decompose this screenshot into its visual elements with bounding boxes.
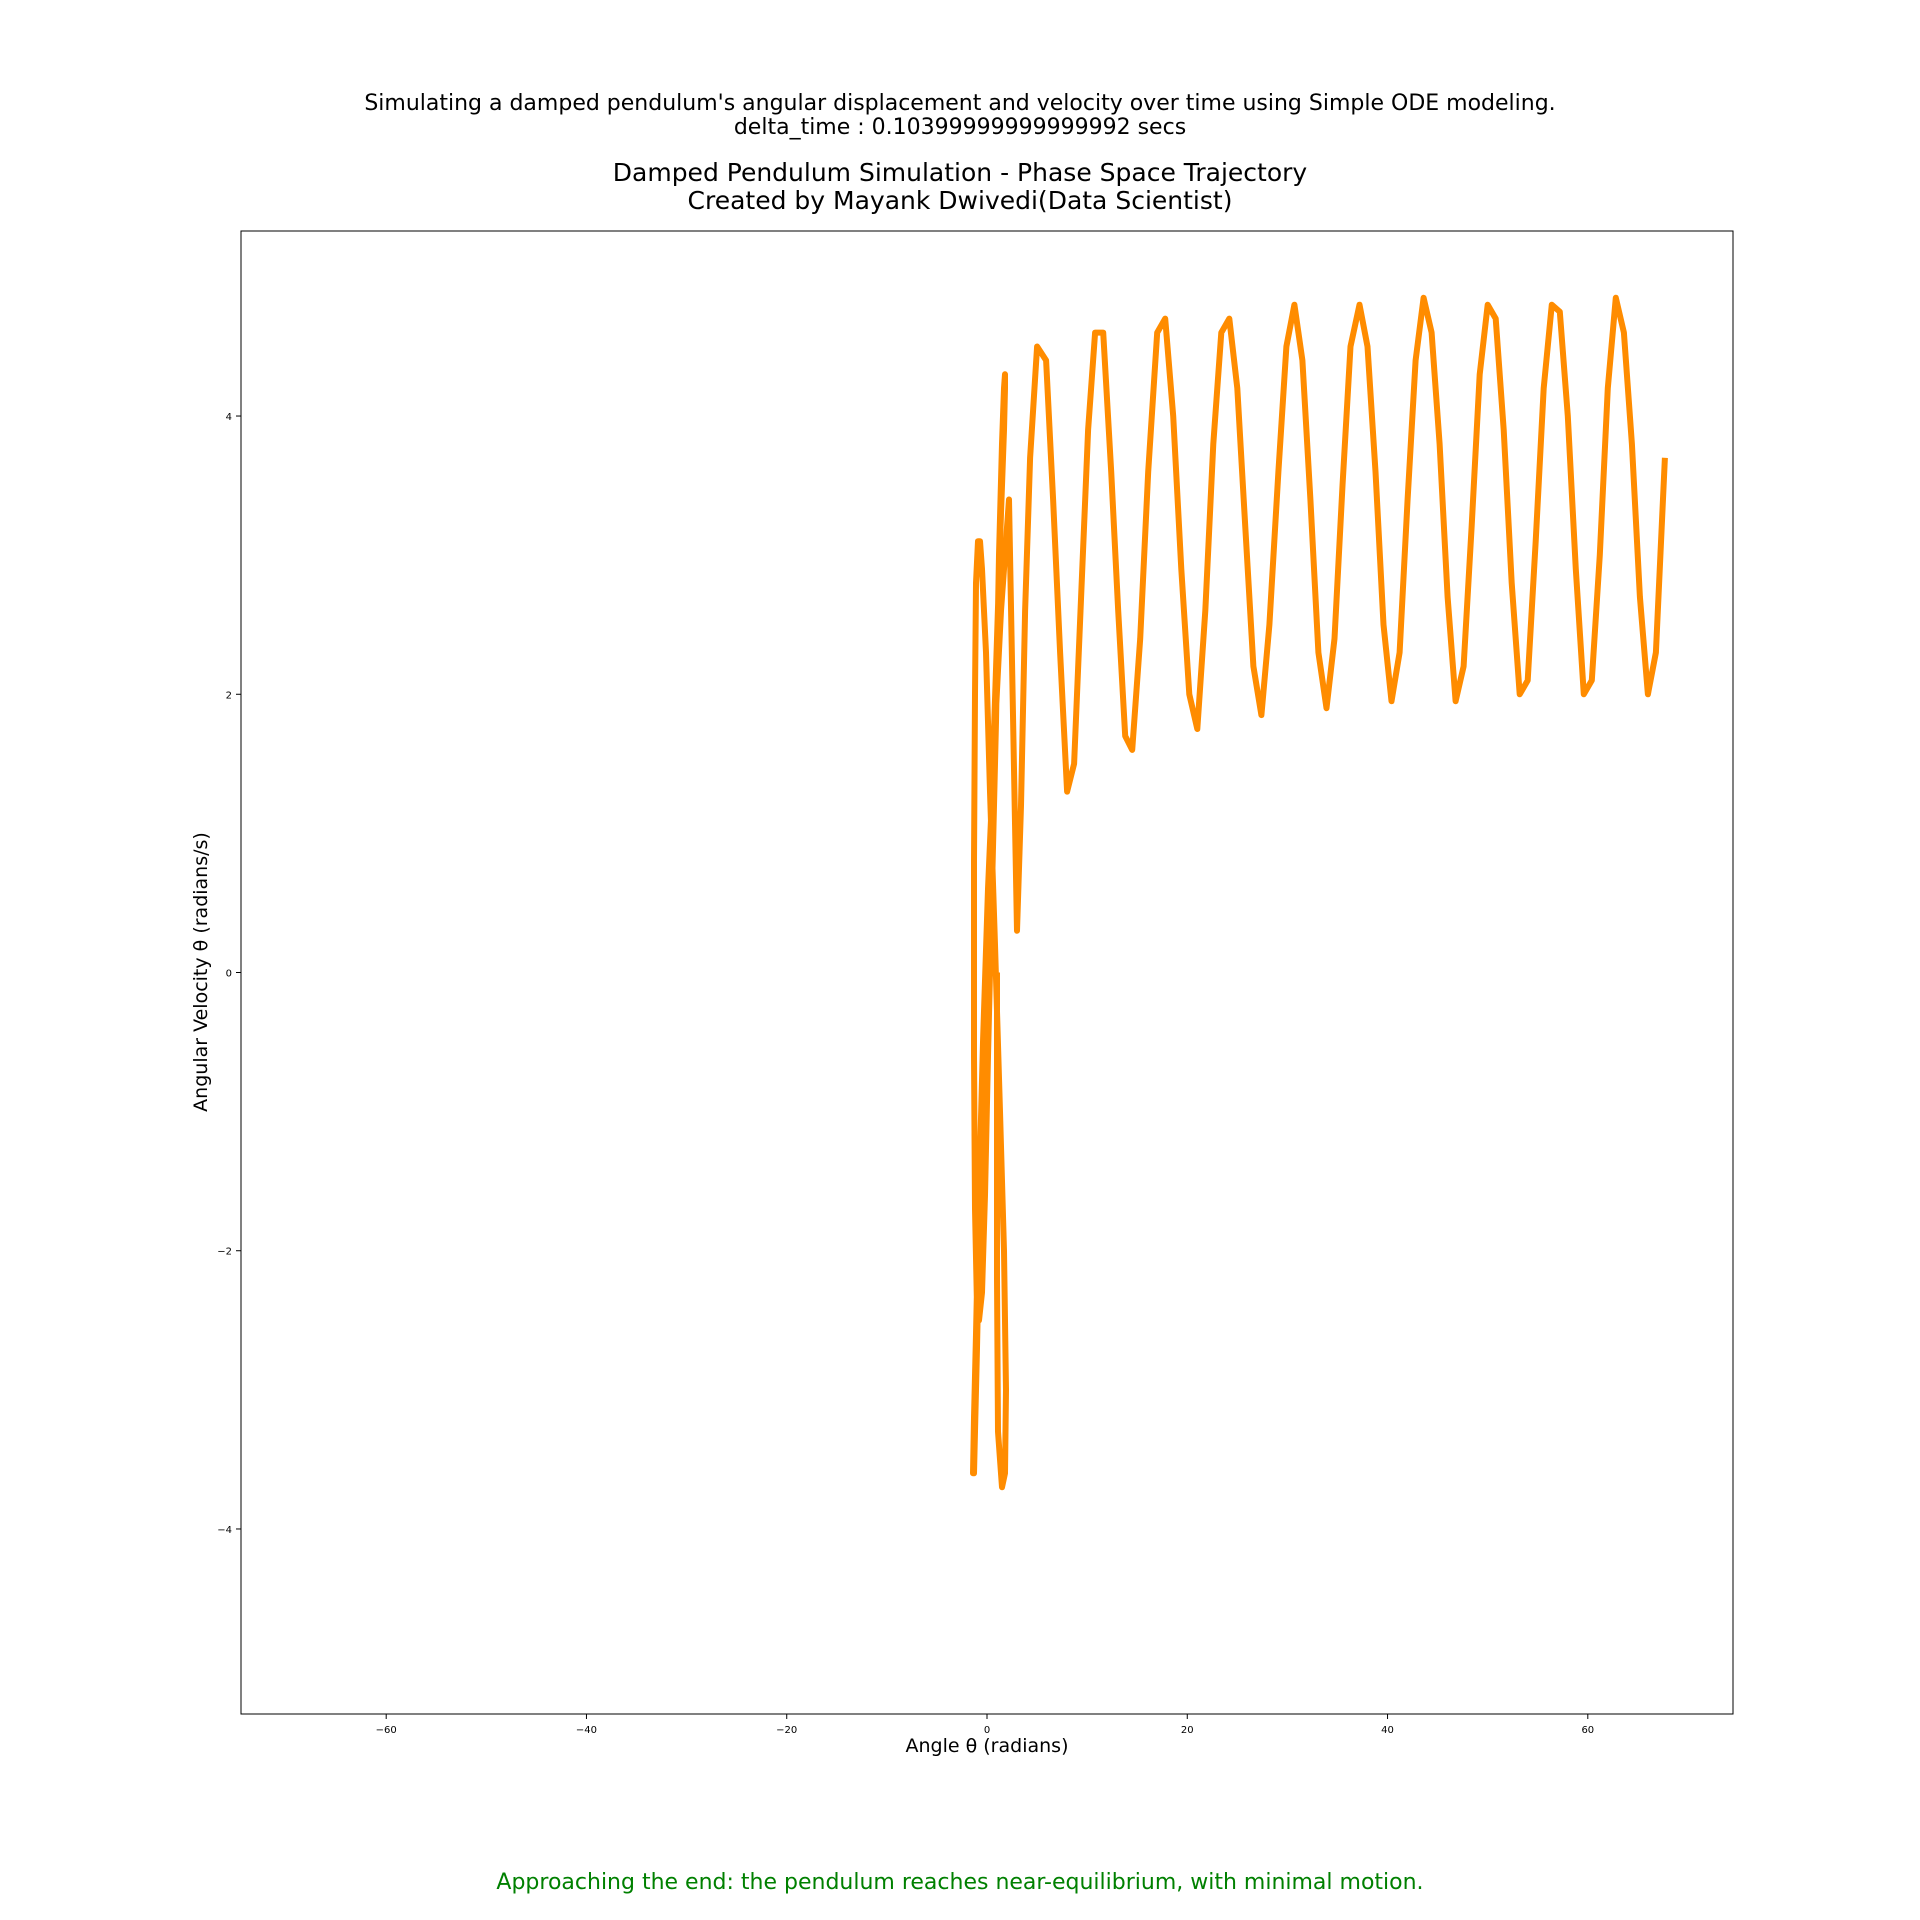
x-tick-label: 20 — [1181, 1725, 1194, 1736]
y-tick-label: 0 — [226, 969, 232, 980]
y-axis-ticks: −4 −2 0 2 4 — [217, 412, 241, 1536]
y-axis-label: Angular Velocity θ (radians/s) — [190, 832, 212, 1112]
y-tick-label: −2 — [217, 1247, 232, 1258]
y-tick-label: −4 — [217, 1525, 232, 1536]
suptitle-line-2: delta_time : 0.10399999999999992 secs — [733, 115, 1187, 140]
y-tick-label: 2 — [226, 690, 232, 701]
x-tick-label: −20 — [776, 1725, 797, 1736]
x-axis-label: Angle θ (radians) — [906, 1735, 1069, 1757]
chart-title-line-2: Created by Mayank Dwivedi(Data Scientist… — [687, 186, 1233, 215]
suptitle-line-1: Simulating a damped pendulum's angular d… — [364, 91, 1556, 116]
x-tick-label: 0 — [984, 1725, 990, 1736]
x-tick-label: 60 — [1581, 1725, 1594, 1736]
x-axis-ticks: −60 −40 −20 0 20 40 60 — [376, 1714, 1594, 1736]
x-tick-label: −60 — [376, 1725, 397, 1736]
x-tick-label: 40 — [1381, 1725, 1394, 1736]
trajectory-line-0 — [970, 294, 1668, 1491]
caption: Approaching the end: the pendulum reache… — [496, 1870, 1424, 1895]
chart-title-line-1: Damped Pendulum Simulation - Phase Space… — [612, 158, 1308, 187]
y-tick-label: 4 — [226, 412, 232, 423]
chart-marks — [970, 294, 1668, 1491]
x-tick-label: −40 — [576, 1725, 597, 1736]
